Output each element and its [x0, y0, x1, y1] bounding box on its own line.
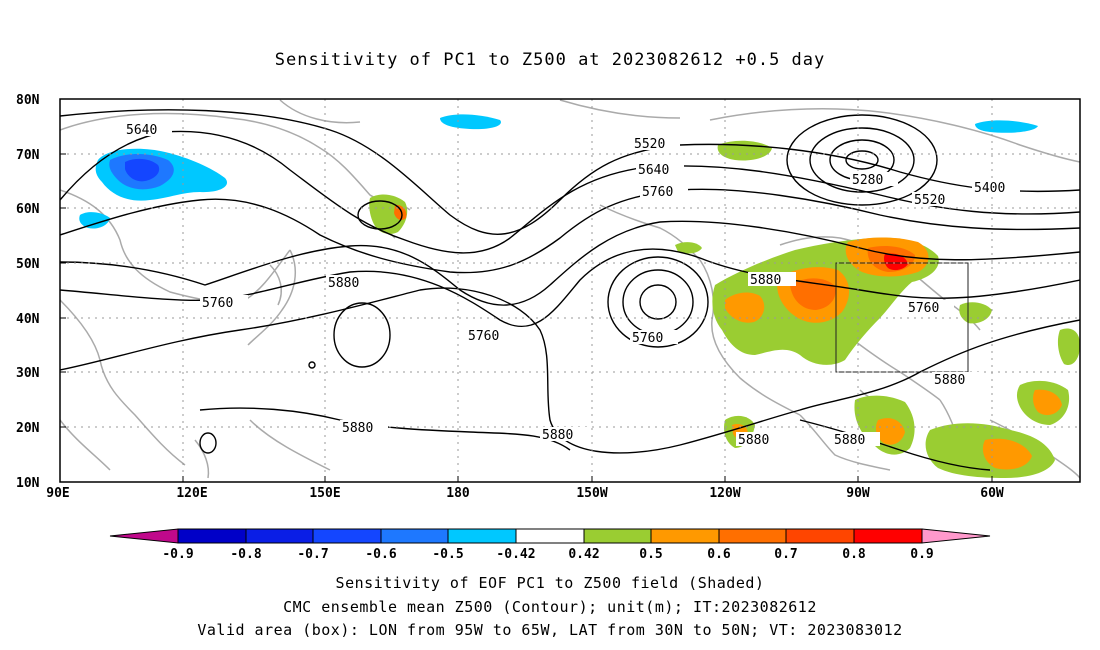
lat-label: 60N: [16, 202, 40, 217]
lon-label: 180: [446, 486, 470, 501]
colorbar-label: 0.42: [568, 547, 599, 562]
lat-label: 80N: [16, 93, 40, 108]
colorbar-label: -0.42: [496, 547, 535, 562]
contour-label: 5880: [738, 433, 769, 448]
colorbar-label: 0.9: [910, 547, 933, 562]
lat-tick-labels: 80N 70N 60N 50N 40N 30N 20N 10N: [16, 93, 40, 491]
colorbar-segment: [583, 528, 652, 544]
lat-label: 40N: [16, 312, 40, 327]
negative-shade: [79, 212, 110, 229]
positive-shade: [1057, 328, 1080, 366]
plot-frame: [59, 98, 1081, 483]
lon-label: 120W: [709, 486, 740, 501]
positive-shade: [394, 204, 407, 221]
colorbar-segment: [380, 528, 449, 544]
colorbar-label: 0.8: [842, 547, 866, 562]
colorbar-label: 0.5: [639, 547, 662, 562]
positive-shade: [717, 140, 772, 161]
colorbar-segment: [785, 528, 855, 544]
colorbar-label: -0.5: [432, 547, 463, 562]
positive-shade: [790, 278, 836, 310]
colorbar-segment: [312, 528, 382, 544]
colorbar: -0.9 -0.8 -0.7 -0.6 -0.5 -0.42 0.42 0.5 …: [109, 528, 991, 562]
contour-label: 5880: [834, 433, 865, 448]
positive-shade: [675, 242, 702, 254]
contour-label: 5640: [638, 163, 669, 178]
lon-label: 60W: [980, 486, 1004, 501]
colorbar-segment: [245, 528, 314, 544]
colorbar-segment: [177, 528, 247, 544]
map-title: Sensitivity of PC1 to Z500 at 2023082612…: [274, 50, 826, 70]
caption-line-2: CMC ensemble mean Z500 (Contour); unit(m…: [283, 598, 817, 616]
contour-label: 5880: [342, 421, 373, 436]
contour-label: 5880: [750, 273, 781, 288]
colorbar-segment: [718, 528, 787, 544]
colorbar-label: -0.6: [365, 547, 396, 562]
colorbar-label: -0.9: [162, 547, 193, 562]
caption-line-3: Valid area (box): LON from 95W to 65W, L…: [197, 621, 903, 639]
lat-label: 30N: [16, 366, 40, 381]
contour-label: 5760: [202, 296, 233, 311]
contour-label: 5760: [908, 301, 939, 316]
colorbar-high-triangle: [921, 528, 991, 544]
colorbar-segment: [853, 528, 923, 544]
contour-label: 5400: [974, 181, 1005, 196]
lon-label: 150W: [576, 486, 607, 501]
colorbar-segment: [650, 528, 720, 544]
contour-labels: 5640 5520 5640 5760 5280 5400 5520 5760 …: [124, 122, 1020, 448]
colorbar-label: -0.7: [297, 547, 328, 562]
positive-shade: [875, 418, 905, 445]
contour-label: 5760: [642, 185, 673, 200]
colorbar-label: 0.7: [774, 547, 797, 562]
negative-shade: [975, 120, 1038, 133]
contour-label: 5640: [126, 123, 157, 138]
lon-tick-labels: 90E 120E 150E 180 150W 120W 90W 60W: [46, 486, 1004, 501]
lat-label: 10N: [16, 476, 40, 491]
colorbar-segment: [447, 528, 517, 544]
lon-label: 90E: [46, 486, 69, 501]
contour-label: 5760: [468, 329, 499, 344]
colorbar-labels: -0.9 -0.8 -0.7 -0.6 -0.5 -0.42 0.42 0.5 …: [162, 547, 933, 562]
positive-shade: [1033, 389, 1062, 416]
negative-shade: [440, 114, 501, 130]
lon-label: 120E: [176, 486, 207, 501]
contour-label: 5280: [852, 173, 883, 188]
lat-label: 70N: [16, 148, 40, 163]
negative-shade: [125, 158, 160, 182]
contour-label: 5880: [542, 428, 573, 443]
contour-label: 5760: [632, 331, 663, 346]
contour-label: 5880: [934, 373, 965, 388]
caption-line-1: Sensitivity of EOF PC1 to Z500 field (Sh…: [335, 574, 765, 592]
contour-label: 5520: [914, 193, 945, 208]
positive-shade: [959, 302, 992, 324]
colorbar-label: 0.6: [707, 547, 731, 562]
colorbar-low-triangle: [109, 528, 179, 544]
contour-label: 5880: [328, 276, 359, 291]
lon-label: 90W: [846, 486, 870, 501]
lat-label: 20N: [16, 421, 40, 436]
lon-label: 150E: [309, 486, 340, 501]
contour-label: 5520: [634, 137, 665, 152]
z500-contours: [60, 109, 1080, 471]
lat-label: 50N: [16, 257, 40, 272]
positive-shade: [884, 253, 908, 271]
positive-shade: [725, 292, 765, 323]
colorbar-label: -0.8: [230, 547, 261, 562]
coastlines: [60, 99, 1080, 479]
positive-shade: [982, 438, 1032, 470]
colorbar-segment: [515, 528, 585, 544]
gridlines: [60, 99, 1080, 482]
tick-marks: [60, 153, 993, 482]
